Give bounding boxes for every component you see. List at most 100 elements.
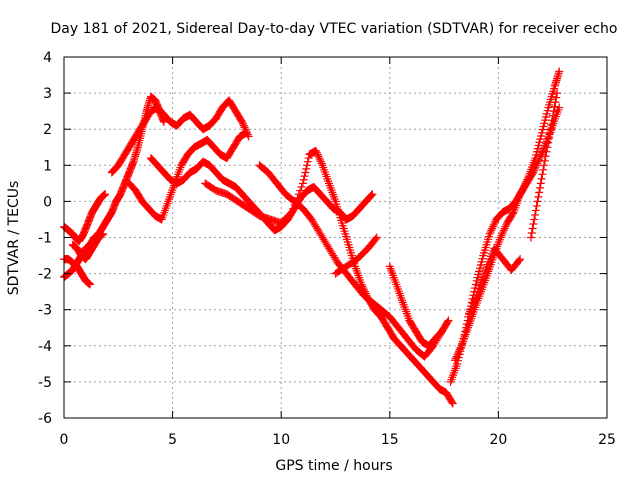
data-point — [444, 316, 453, 325]
data-point — [302, 164, 311, 173]
data-point — [490, 219, 499, 228]
data-point — [316, 155, 325, 164]
data-point — [532, 161, 541, 170]
x-tick-label: 10 — [272, 432, 290, 448]
y-tick-label: 0 — [43, 194, 52, 210]
data-point — [538, 148, 547, 157]
data-point — [489, 220, 498, 229]
data-point — [294, 190, 303, 199]
y-axis-label: SDTVAR / TECUs — [6, 181, 22, 296]
data-point — [447, 398, 456, 407]
data-point — [529, 219, 538, 228]
data-point — [528, 224, 537, 233]
data-point — [300, 172, 309, 181]
data-point — [471, 284, 480, 293]
data-point — [539, 165, 548, 174]
data-point — [302, 161, 311, 170]
data-point — [313, 150, 322, 159]
y-tick-label: 2 — [43, 122, 52, 138]
data-point — [368, 190, 377, 199]
data-point — [487, 226, 496, 235]
data-point — [299, 175, 308, 184]
data-point — [99, 229, 108, 238]
data-point — [532, 201, 541, 210]
data-point — [452, 352, 461, 361]
data-point — [239, 121, 248, 130]
chart-title: Day 181 of 2021, Sidereal Day-to-day VTE… — [51, 21, 618, 37]
y-tick-label: -3 — [38, 303, 52, 319]
data-point — [529, 168, 538, 177]
y-tick-label: -2 — [38, 267, 52, 283]
data-point — [534, 192, 543, 201]
data-point — [317, 159, 326, 168]
data-point — [526, 233, 535, 242]
data-marks — [60, 67, 564, 408]
data-point — [547, 120, 556, 129]
data-point — [553, 89, 562, 98]
data-point — [296, 186, 305, 195]
data-point — [498, 229, 507, 238]
data-point — [500, 224, 509, 233]
data-point — [545, 129, 554, 138]
data-point — [535, 183, 544, 192]
data-point — [531, 163, 540, 172]
data-point — [534, 155, 543, 164]
data-point — [541, 152, 550, 161]
data-point — [456, 343, 465, 352]
data-point — [316, 157, 325, 166]
data-point — [303, 157, 312, 166]
data-point — [497, 231, 506, 240]
data-point — [496, 233, 505, 242]
data-point — [286, 209, 295, 218]
data-point — [454, 349, 463, 358]
data-point — [540, 156, 549, 165]
y-tick-label: -4 — [38, 339, 52, 355]
data-point — [289, 204, 298, 213]
data-point — [238, 119, 247, 128]
data-point — [544, 134, 553, 143]
data-point — [488, 224, 497, 233]
data-point — [371, 234, 380, 243]
data-point — [301, 168, 310, 177]
data-point — [533, 159, 542, 168]
data-point — [471, 280, 480, 289]
y-tick-label: -6 — [38, 411, 52, 427]
data-point — [485, 229, 494, 238]
data-point — [531, 210, 540, 219]
y-tick-label: 4 — [43, 50, 52, 66]
data-point — [552, 93, 561, 102]
data-point — [533, 197, 542, 206]
x-tick-label: 5 — [168, 432, 177, 448]
data-point — [515, 256, 524, 265]
data-point — [530, 164, 539, 173]
data-point — [544, 138, 553, 147]
data-point — [534, 157, 543, 166]
data-point — [314, 152, 323, 161]
data-point — [548, 111, 557, 120]
y-tick-label: -1 — [38, 231, 52, 247]
data-point — [242, 128, 251, 137]
data-point — [537, 174, 546, 183]
data-point — [550, 102, 559, 111]
data-point — [288, 208, 297, 217]
x-tick-label: 15 — [381, 432, 399, 448]
data-point — [311, 146, 320, 155]
data-point — [555, 67, 564, 76]
data-point — [448, 399, 457, 408]
data-point — [312, 148, 321, 157]
y-tick-label: -5 — [38, 375, 52, 391]
data-point — [315, 154, 324, 163]
x-tick-label: 20 — [489, 432, 507, 448]
data-point — [542, 147, 551, 156]
data-point — [366, 191, 375, 200]
data-point — [499, 228, 508, 237]
data-point — [543, 143, 552, 152]
x-tick-label: 25 — [598, 432, 616, 448]
data-point — [548, 116, 557, 125]
data-point — [516, 255, 525, 264]
data-point — [304, 154, 313, 163]
data-point — [453, 350, 462, 359]
data-point — [531, 206, 540, 215]
